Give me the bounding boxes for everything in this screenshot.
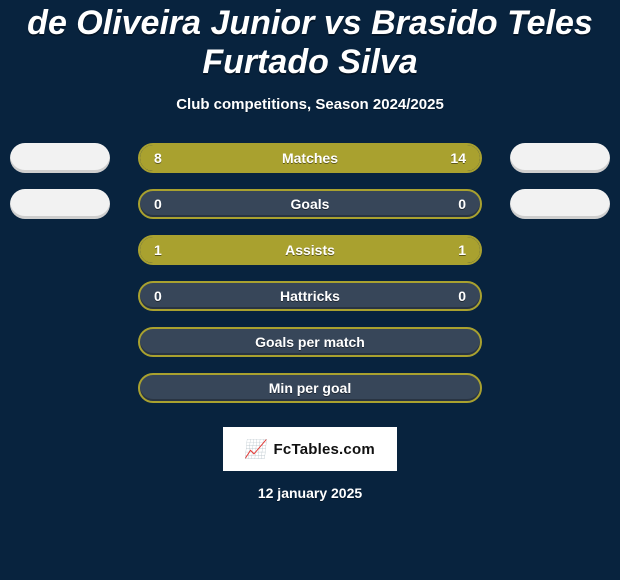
player-oval-right xyxy=(510,143,610,173)
stat-row: Goals per match xyxy=(0,327,620,357)
stat-row: Min per goal xyxy=(0,373,620,403)
chart-icon: 📈 xyxy=(244,440,268,458)
stat-row: Hattricks0 0 xyxy=(0,281,620,311)
stat-fill-right xyxy=(310,237,480,263)
stat-value-left: 0 xyxy=(154,191,162,217)
stat-row: Assists11 xyxy=(0,235,620,265)
infographic-root: de Oliveira Junior vs Brasido Teles Furt… xyxy=(0,0,620,580)
date-label: 12 january 2025 xyxy=(0,485,620,501)
player-oval-left xyxy=(10,143,110,173)
stat-fill-left xyxy=(140,145,262,171)
stat-fill-right xyxy=(262,145,480,171)
stat-fill-left xyxy=(140,237,310,263)
page-subtitle: Club competitions, Season 2024/2025 xyxy=(0,96,620,113)
stat-row: Goals0 0 xyxy=(0,189,620,219)
stat-bar: Matches814 xyxy=(138,143,482,173)
stat-label: Hattricks xyxy=(140,283,480,309)
stat-label: Goals xyxy=(140,191,480,217)
page-title: de Oliveira Junior vs Brasido Teles Furt… xyxy=(0,0,620,82)
player-oval-left xyxy=(10,189,110,219)
stat-bar: Min per goal xyxy=(138,373,482,403)
stat-bar: Hattricks0 0 xyxy=(138,281,482,311)
stat-label: Goals per match xyxy=(140,329,480,355)
stat-bar: Goals per match xyxy=(138,327,482,357)
stat-bar: Assists11 xyxy=(138,235,482,265)
stat-value-left: 0 xyxy=(154,283,162,309)
stat-value-right: 0 xyxy=(458,191,466,217)
stat-row: Matches814 xyxy=(0,143,620,173)
stat-bar: Goals0 0 xyxy=(138,189,482,219)
branding-text: FcTables.com xyxy=(274,441,375,458)
player-oval-right xyxy=(510,189,610,219)
stat-label: Min per goal xyxy=(140,375,480,401)
stat-value-right: 0 xyxy=(458,283,466,309)
branding-badge: 📈 FcTables.com xyxy=(223,427,397,471)
stat-rows: Matches814Goals00Assists11Hattricks00Goa… xyxy=(0,143,620,403)
